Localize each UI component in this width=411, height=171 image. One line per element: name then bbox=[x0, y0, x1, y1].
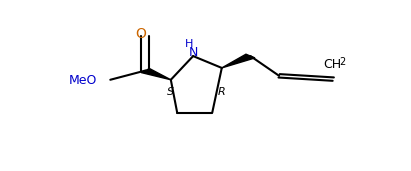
Text: H: H bbox=[185, 39, 193, 49]
Text: R: R bbox=[218, 87, 226, 97]
Text: CH: CH bbox=[324, 58, 342, 71]
Polygon shape bbox=[141, 69, 171, 80]
Text: N: N bbox=[189, 46, 199, 59]
Text: MeO: MeO bbox=[69, 74, 97, 87]
Text: S: S bbox=[167, 87, 174, 97]
Text: 2: 2 bbox=[339, 57, 346, 67]
Text: O: O bbox=[136, 27, 146, 41]
Polygon shape bbox=[222, 54, 255, 68]
